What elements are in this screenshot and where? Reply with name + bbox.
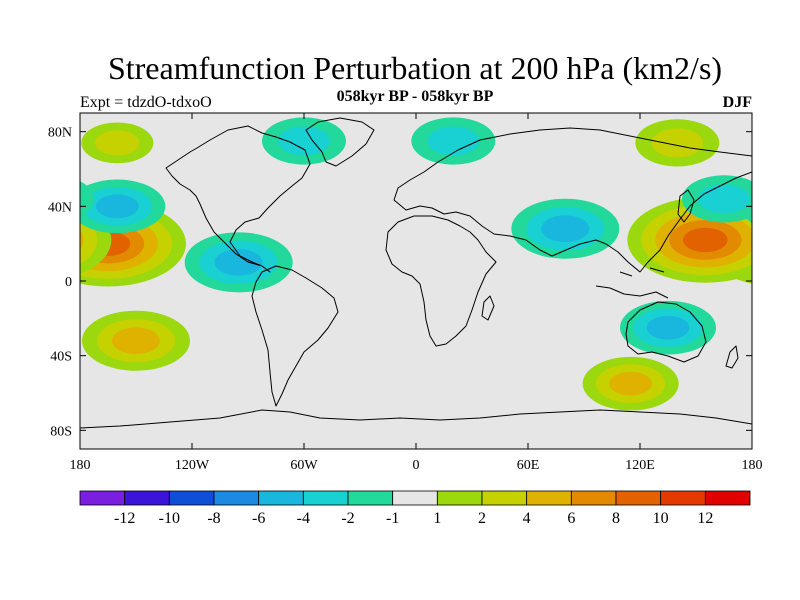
- colorbar-box: [615, 490, 662, 506]
- colorbar-box: [347, 490, 394, 506]
- colorbar-box: [660, 490, 706, 506]
- coastlines: [80, 117, 752, 429]
- colorbar-label: -10: [159, 510, 180, 527]
- coast-japan: [677, 189, 695, 223]
- colorbar-label: -12: [114, 510, 135, 527]
- contour-region-12-level-0-wrap: [80, 181, 94, 217]
- contour-region-8-level-1: [278, 126, 330, 156]
- coast-antarctica: [80, 409, 752, 429]
- colorbar-label: -6: [252, 510, 265, 527]
- contour-region-9-level-1: [427, 126, 480, 156]
- contour-region-0-level-4-wrap: [758, 231, 800, 255]
- contour-region-11-level-2: [96, 194, 139, 219]
- season-label: DJF: [722, 94, 752, 111]
- x-tick-label: 0: [413, 458, 420, 473]
- colorbar-box: [79, 490, 126, 506]
- y-tick-label: 40S: [50, 350, 72, 365]
- coast-madagascar: [481, 295, 495, 321]
- colorbar-box: [570, 490, 617, 506]
- field-layer: [0, 117, 800, 411]
- coast-africa: [385, 215, 497, 347]
- y-tick-label: 80S: [50, 424, 72, 439]
- y-tick-label: 40N: [48, 200, 72, 215]
- colorbar-box: [213, 490, 260, 506]
- colorbar-label: 8: [612, 510, 620, 527]
- coast-new-zealand: [725, 345, 739, 369]
- colorbar-box: [526, 490, 572, 506]
- coast-indonesia: [595, 267, 669, 299]
- colorbar-box: [436, 490, 483, 506]
- coast-eurasia: [393, 127, 752, 273]
- x-tick-label: 60E: [517, 458, 540, 473]
- contour-region-3-level-1: [651, 128, 704, 158]
- y-tick-label: 0: [65, 275, 72, 290]
- contour-region-2-level-4-wrap: [11, 228, 56, 252]
- contour-region-12-level-1: [698, 184, 750, 214]
- colorbar-box: [168, 490, 215, 506]
- contour-region-11-level-2-wrap: [768, 194, 800, 218]
- colorbar-box: [302, 490, 349, 506]
- x-tick-label: 180: [742, 458, 763, 473]
- colorbar-label: -8: [207, 510, 220, 527]
- contour-region-2-level-2-wrap: [80, 229, 84, 250]
- contour-region-4-level-2: [609, 371, 653, 396]
- colorbar-label: 4: [523, 510, 531, 527]
- colorbar-label: 10: [653, 510, 669, 527]
- contour-region-2-level-4: [683, 227, 728, 253]
- x-tick-label: 120E: [625, 458, 655, 473]
- colorbar-label: 1: [433, 510, 441, 527]
- coast-north-america: [165, 125, 311, 273]
- colorbar-box: [124, 490, 170, 506]
- contour-region-10-level-2: [646, 315, 690, 340]
- colorbar-label: 12: [697, 510, 713, 527]
- colorbar: -12 -10 -8 -6 -4 -2 -1 1 2 4 6 8 10 12: [79, 490, 751, 527]
- coast-south-america: [251, 265, 339, 407]
- x-tick-label: 180: [70, 458, 91, 473]
- chart-title: Streamfunction Perturbation at 200 hPa (…: [107, 50, 723, 86]
- colorbar-box: [258, 490, 304, 506]
- coast-greenland: [305, 117, 375, 167]
- coast-australia: [625, 301, 707, 363]
- colorbar-box: [704, 490, 751, 506]
- colorbar-box: [392, 490, 438, 506]
- colorbar-label: -4: [297, 510, 310, 527]
- contour-region-7-level-2: [214, 249, 263, 276]
- experiment-label: Expt = tdzdO-tdxoO: [80, 94, 212, 111]
- colorbar-label: 6: [567, 510, 575, 527]
- x-tick-label: 60W: [290, 458, 318, 473]
- axes: 180 120W 60W 0 60E 120E 180 80N 40N 0 40S 80S: [48, 113, 763, 473]
- colorbar-label: 2: [478, 510, 486, 527]
- colorbar-box: [481, 490, 528, 506]
- y-tick-label: 80N: [48, 126, 72, 141]
- contour-region-1-level-2: [112, 327, 160, 355]
- contour-region-6-level-2: [541, 215, 590, 243]
- contour-region-2-level-3-wrap: [0, 220, 70, 260]
- colorbar-label: -2: [341, 510, 354, 527]
- x-tick-label: 120W: [175, 458, 210, 473]
- contour-region-11-level-1-wrap: [755, 187, 800, 226]
- chart-subtitle: 058kyr BP - 058kyr BP: [336, 88, 494, 105]
- colorbar-label: -1: [386, 510, 399, 527]
- contour-region-5-level-1: [95, 130, 140, 156]
